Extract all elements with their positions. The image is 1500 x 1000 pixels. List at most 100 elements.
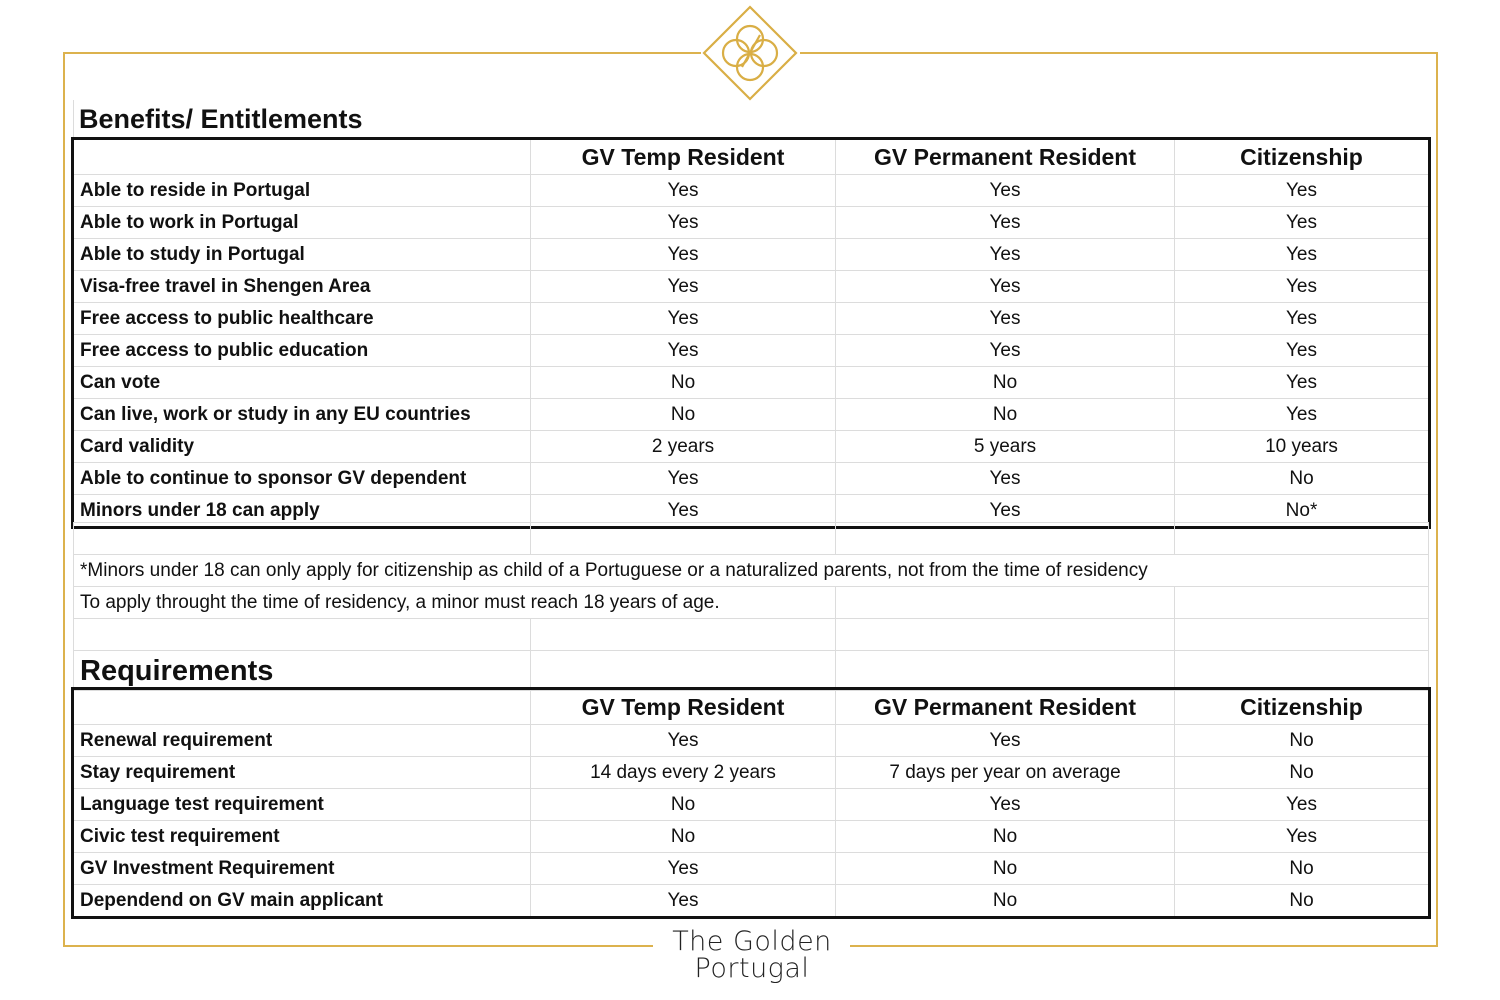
cell-value: Yes (1174, 302, 1429, 335)
cell-value: No (835, 398, 1175, 431)
note-apply: To apply throught the time of residency,… (73, 586, 836, 619)
table-row: Visa-free travel in Shengen Area Yes Yes Ye… (73, 270, 1429, 303)
cell-value: No (835, 852, 1175, 885)
column-header: GV Permanent Resident (835, 689, 1175, 725)
cell-value: No (530, 398, 836, 431)
cell-value: Yes (1174, 820, 1429, 853)
notes-grid: *Minors under 18 can only apply for citi… (73, 522, 1429, 691)
cell-value: Yes (1174, 788, 1429, 821)
row-label: Renewal requirement (73, 724, 531, 757)
cell-value: No* (1174, 494, 1429, 527)
benefits-title: Benefits/ Entitlements (79, 104, 363, 134)
table-row: Able to continue to sponsor GV dependent… (73, 462, 1429, 495)
cell-value: Yes (1174, 270, 1429, 303)
blank-cell (835, 618, 1175, 651)
cell-value: Yes (1174, 206, 1429, 239)
cell-value: No (1174, 884, 1429, 917)
table-row: Can live, work or study in any EU countr… (73, 398, 1429, 431)
grid-left-line (73, 100, 74, 140)
cell-value: Yes (1174, 366, 1429, 399)
row-label: Can vote (73, 366, 531, 399)
cell-value: Yes (1174, 174, 1429, 207)
table-row: Dependend on GV main applicant Yes No No (73, 884, 1429, 917)
requirements-title: Requirements (73, 650, 531, 691)
frame-bottom-right (850, 945, 1438, 947)
cell-value: Yes (530, 334, 836, 367)
cell-value: 5 years (835, 430, 1175, 463)
cell-value: Yes (530, 724, 836, 757)
cell-value: Yes (530, 302, 836, 335)
cell-value: Yes (835, 788, 1175, 821)
frame-top-left (63, 52, 701, 54)
requirements-table: GV Temp Resident GV Permanent Resident Cit… (71, 687, 1431, 919)
cell-value: Yes (1174, 398, 1429, 431)
column-header (73, 139, 531, 175)
row-label: Stay requirement (73, 756, 531, 789)
table-row: Stay requirement 14 days every 2 years 7 d… (73, 756, 1429, 789)
brand-logo: The Golden Portugal (652, 928, 852, 982)
blank-cell (1174, 650, 1429, 691)
blank-cell (835, 586, 1175, 619)
cell-value: Yes (835, 174, 1175, 207)
cell-value: No (835, 884, 1175, 917)
cell-value: No (530, 788, 836, 821)
row-label: Card validity (73, 430, 531, 463)
table-row: Free access to public education Yes Yes Yes (73, 334, 1429, 367)
table-row: Civic test requirement No No Yes (73, 820, 1429, 853)
frame-right (1436, 52, 1438, 947)
cell-value: Yes (530, 462, 836, 495)
cell-value: No (835, 366, 1175, 399)
blank-cell (530, 522, 836, 555)
header-row: GV Temp Resident GV Permanent Resident Cit… (73, 689, 1429, 725)
table-row: Language test requirement No Yes Yes (73, 788, 1429, 821)
row-label: Free access to public healthcare (73, 302, 531, 335)
blank-cell (73, 522, 531, 555)
cell-value: Yes (530, 852, 836, 885)
cell-value: 14 days every 2 years (530, 756, 836, 789)
table-row: Renewal requirement Yes Yes No (73, 724, 1429, 757)
row-label: Language test requirement (73, 788, 531, 821)
table-row: Able to reside in Portugal Yes Yes Yes (73, 174, 1429, 207)
cell-value: Yes (530, 174, 836, 207)
table-row: Can vote No No Yes (73, 366, 1429, 399)
brand-line1: The Golden (672, 926, 832, 957)
blank-cell (530, 618, 836, 651)
cell-value: No (1174, 462, 1429, 495)
row-label: Can live, work or study in any EU countr… (73, 398, 531, 431)
cell-value: Yes (835, 206, 1175, 239)
cell-value: 2 years (530, 430, 836, 463)
cell-value: Yes (835, 238, 1175, 271)
note-minors: *Minors under 18 can only apply for citi… (73, 554, 1429, 587)
cell-value: No (835, 820, 1175, 853)
row-label: Dependend on GV main applicant (73, 884, 531, 917)
cell-value: Yes (835, 724, 1175, 757)
blank-cell (530, 650, 836, 691)
brand-line2: Portugal (694, 953, 810, 984)
frame-left (63, 52, 65, 947)
blank-cell (835, 650, 1175, 691)
row-label: Free access to public education (73, 334, 531, 367)
frame-top-right (800, 52, 1438, 54)
table-row: Able to work in Portugal Yes Yes Yes (73, 206, 1429, 239)
table-row: Able to study in Portugal Yes Yes Yes (73, 238, 1429, 271)
cell-value: Yes (835, 270, 1175, 303)
frame-bottom-left (63, 945, 653, 947)
cell-value: Yes (1174, 238, 1429, 271)
cell-value: No (1174, 756, 1429, 789)
blank-cell (835, 522, 1175, 555)
column-header: Citizenship (1174, 689, 1429, 725)
column-header: GV Temp Resident (530, 689, 836, 725)
cell-value: Yes (530, 270, 836, 303)
header-row: GV Temp Resident GV Permanent Resident Cit… (73, 139, 1429, 175)
table-row: Free access to public healthcare Yes Yes Ye… (73, 302, 1429, 335)
table-row: GV Investment Requirement Yes No No (73, 852, 1429, 885)
column-header: Citizenship (1174, 139, 1429, 175)
cell-value: No (530, 366, 836, 399)
row-label: Able to continue to sponsor GV dependent (73, 462, 531, 495)
cell-value: No (1174, 724, 1429, 757)
column-header: GV Permanent Resident (835, 139, 1175, 175)
cell-value: Yes (530, 884, 836, 917)
blank-cell (1174, 522, 1429, 555)
column-header (73, 689, 531, 725)
row-label: GV Investment Requirement (73, 852, 531, 885)
